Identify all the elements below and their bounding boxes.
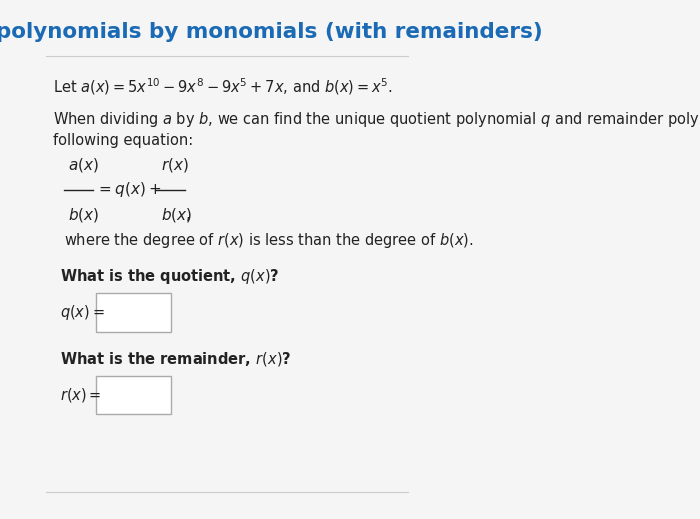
Text: following equation:: following equation: (52, 133, 193, 148)
Text: $a(x)$: $a(x)$ (69, 156, 99, 174)
Text: $= q(x) +$: $= q(x) +$ (97, 180, 162, 199)
FancyBboxPatch shape (97, 376, 171, 414)
Text: $b(x)$: $b(x)$ (69, 206, 99, 224)
Text: ,: , (186, 207, 191, 222)
Text: When dividing $a$ by $b$, we can find the unique quotient polynomial $q$ and rem: When dividing $a$ by $b$, we can find th… (52, 110, 700, 129)
Text: What is the remainder, $r(x)$?: What is the remainder, $r(x)$? (60, 350, 291, 368)
Text: Divide polynomials by monomials (with remainders): Divide polynomials by monomials (with re… (0, 22, 542, 42)
Text: $r(x)$: $r(x)$ (161, 156, 189, 174)
FancyBboxPatch shape (97, 293, 171, 332)
Text: $r(x) =$: $r(x) =$ (60, 386, 102, 404)
Text: where the degree of $r(x)$ is less than the degree of $b(x)$.: where the degree of $r(x)$ is less than … (64, 231, 473, 250)
Text: What is the quotient, $q(x)$?: What is the quotient, $q(x)$? (60, 267, 279, 286)
Text: $b(x)$: $b(x)$ (161, 206, 192, 224)
Text: $q(x) =$: $q(x) =$ (60, 304, 105, 322)
Text: Let $a(x) = 5x^{10} - 9x^8 - 9x^5 + 7x$, and $b(x) = x^5$.: Let $a(x) = 5x^{10} - 9x^8 - 9x^5 + 7x$,… (52, 76, 393, 97)
